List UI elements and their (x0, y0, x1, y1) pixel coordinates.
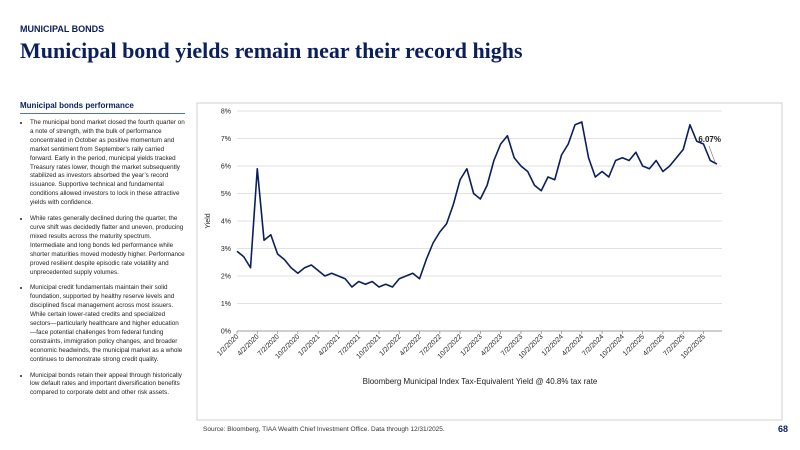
y-tick-label: 8% (221, 109, 231, 116)
bullet: Municipal credit fundamentals maintain t… (30, 284, 185, 364)
y-tick-label: 1% (221, 301, 231, 308)
y-axis-label: Yield (205, 213, 212, 228)
y-tick-label: 4% (221, 219, 231, 226)
y-tick-label: 7% (221, 136, 231, 143)
sidebar-heading: Municipal bonds performance (20, 101, 185, 114)
x-axis-label: Bloomberg Municipal Index Tax-Equivalent… (363, 377, 598, 386)
bullet-list: The municipal bond market closed the fou… (20, 119, 185, 398)
sidebar: Municipal bonds performance The municipa… (20, 101, 185, 405)
page-number: 68 (777, 424, 788, 434)
y-tick-label: 5% (221, 191, 231, 198)
source: Source: Bloomberg, TIAA Wealth Chief Inv… (203, 426, 445, 433)
eyebrow: MUNICIPAL BONDS (20, 24, 105, 34)
y-tick-label: 3% (221, 246, 231, 253)
y-tick-label: 6% (221, 164, 231, 171)
y-tick-label: 2% (221, 274, 231, 281)
data-line (236, 121, 718, 288)
end-label: 6.07% (698, 135, 721, 144)
bullet: The municipal bond market closed the fou… (30, 119, 185, 208)
bullet: While rates generally declined during th… (30, 215, 185, 277)
annotation-leader (708, 145, 716, 163)
chart-frame (196, 102, 783, 421)
bullet: Municipal bonds retain their appeal thro… (30, 372, 185, 399)
page-title: Municipal bond yields remain near their … (20, 38, 523, 63)
y-tick-label: 0% (221, 329, 231, 336)
